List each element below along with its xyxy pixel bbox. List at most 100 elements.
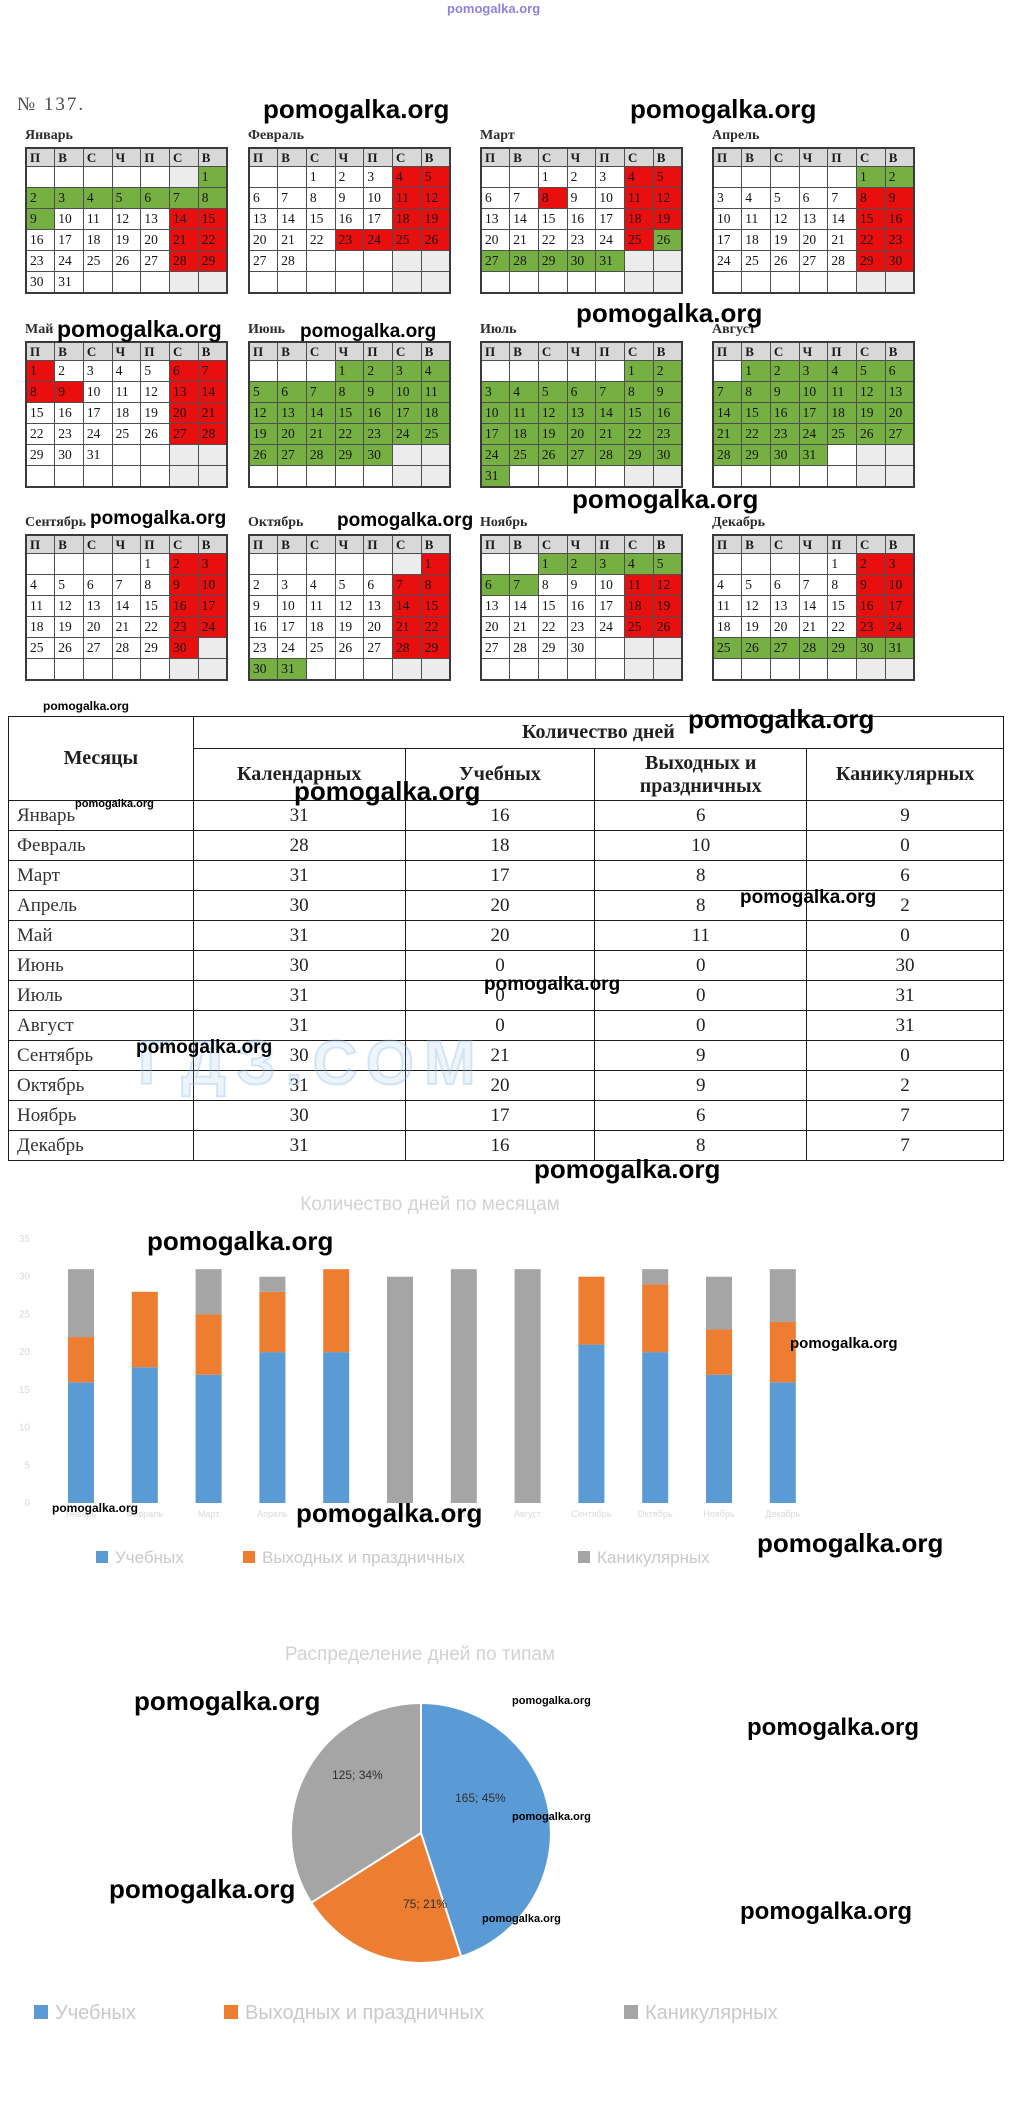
weekday-header: В [277, 147, 307, 167]
day-cell: 9 [769, 381, 800, 403]
day-cell: 29 [537, 250, 568, 272]
month-title: Октябрь [248, 515, 304, 530]
pie-slice-1 [420, 1702, 552, 1958]
day-cell: 4 [82, 187, 113, 209]
legend-item: Каникулярных [578, 1548, 710, 1568]
day-cell: 26 [856, 423, 886, 445]
day-cell: 15 [25, 402, 56, 424]
day-cell: 6 [277, 381, 307, 403]
day-cell: 14 [392, 595, 422, 617]
day-cell: 24 [595, 229, 626, 251]
day-cell: 12 [741, 595, 771, 617]
day-cell [169, 465, 199, 488]
day-cell: 23 [652, 423, 683, 445]
watermark: pomogalka.org [134, 1686, 321, 1716]
row-value: 31 [192, 920, 406, 951]
table-row: Ноябрь 30 17 6 7 [8, 1100, 1004, 1131]
day-cell: 20 [277, 423, 307, 445]
day-cell: 10 [595, 187, 626, 209]
day-cell: 3 [197, 553, 228, 575]
day-cell: 21 [197, 402, 228, 424]
y-axis-tick: 5 [24, 1460, 30, 1471]
day-cell [277, 360, 307, 382]
day-cell [652, 658, 683, 681]
day-cell: 30 [363, 444, 394, 466]
day-cell: 10 [884, 574, 915, 596]
row-value: 30 [192, 1100, 406, 1131]
day-cell: 20 [169, 402, 199, 424]
day-cell: 7 [509, 574, 539, 596]
day-cell: 22 [537, 616, 568, 638]
day-cell: 19 [741, 616, 771, 638]
day-cell: 25 [712, 637, 743, 659]
day-cell [420, 250, 451, 272]
day-cell: 7 [305, 381, 336, 403]
weekday-header: П [595, 147, 626, 167]
day-cell [305, 271, 336, 294]
day-cell: 6 [769, 574, 800, 596]
calendar-month-7: Июль П В С Ч П С В 1 2 3 4 5 6 7 8 9 10 11 12 13 14 15 16 17 18 19… [480, 322, 683, 488]
day-cell [712, 658, 743, 681]
row-value: 31 [192, 980, 406, 1011]
calendar-month-5: Май П В С Ч П С В 1 2 3 4 5 6 7 8 9 10 11 12 13 14 15 16 17 18 19 2… [25, 322, 228, 488]
day-cell: 11 [827, 381, 858, 403]
day-cell [712, 360, 743, 382]
day-cell: 6 [884, 360, 915, 382]
weekday-header: В [652, 341, 683, 361]
row-value: 9 [594, 1070, 808, 1101]
day-cell: 22 [856, 229, 886, 251]
day-cell [334, 465, 365, 488]
day-cell [566, 271, 597, 294]
day-cell [140, 658, 171, 681]
day-cell: 8 [827, 574, 858, 596]
legend-swatch-icon [578, 1551, 590, 1564]
month-title: Январь [25, 128, 73, 143]
legend-item: Выходных и праздничных [224, 2002, 484, 2025]
row-value: 31 [806, 980, 1004, 1011]
row-value: 6 [594, 1100, 808, 1131]
day-cell [363, 250, 394, 272]
weekday-header: П [25, 534, 56, 554]
day-cell [856, 658, 886, 681]
weekday-header: С [537, 534, 568, 554]
weekday-header: В [54, 147, 84, 167]
calendar-month-3: Март П В С Ч П С В 1 2 3 4 5 6 7 8 9 10 11 12 13 14 15 16 17 18 19… [480, 128, 683, 294]
day-cell: 21 [509, 616, 539, 638]
x-axis-label: Январь [66, 1509, 97, 1519]
pie-slice-label: 75; 21% [403, 1897, 447, 1911]
day-cell: 26 [420, 229, 451, 251]
month-title: Февраль [248, 128, 304, 143]
day-cell: 20 [480, 229, 511, 251]
day-cell: 6 [82, 574, 113, 596]
day-cell: 15 [537, 595, 568, 617]
day-cell: 9 [169, 574, 199, 596]
weekday-header: С [305, 534, 336, 554]
day-cell [277, 553, 307, 575]
calendar-month-9: Сентябрь П В С Ч П С В 1 2 3 4 5 6 7 8 9 10 11 12 13 14 15 16 17… [25, 515, 228, 681]
table-row: Январь 31 16 6 9 [8, 800, 1004, 831]
day-cell: 7 [712, 381, 743, 403]
day-cell [480, 166, 511, 188]
day-cell: 19 [334, 616, 365, 638]
day-cell: 13 [140, 208, 171, 230]
day-cell: 24 [392, 423, 422, 445]
watermark: pomogalka.org [534, 1154, 721, 1184]
day-cell: 19 [54, 616, 84, 638]
day-cell: 26 [769, 250, 800, 272]
day-cell: 16 [884, 208, 915, 230]
day-cell: 12 [248, 402, 279, 424]
table-subheader-weekend: Выходных и праздничных [594, 748, 808, 801]
day-cell [595, 658, 626, 681]
month-title: Ноябрь [480, 515, 528, 530]
day-cell: 14 [798, 595, 829, 617]
y-axis-tick: 15 [19, 1385, 31, 1396]
bar-segment-2 [131, 1291, 158, 1368]
row-value: 7 [806, 1130, 1004, 1161]
day-cell: 31 [82, 444, 113, 466]
day-cell: 31 [798, 444, 829, 466]
day-cell [334, 658, 365, 681]
day-cell [537, 360, 568, 382]
legend-item: Учебных [34, 2002, 136, 2025]
day-cell: 2 [769, 360, 800, 382]
day-cell: 20 [480, 616, 511, 638]
